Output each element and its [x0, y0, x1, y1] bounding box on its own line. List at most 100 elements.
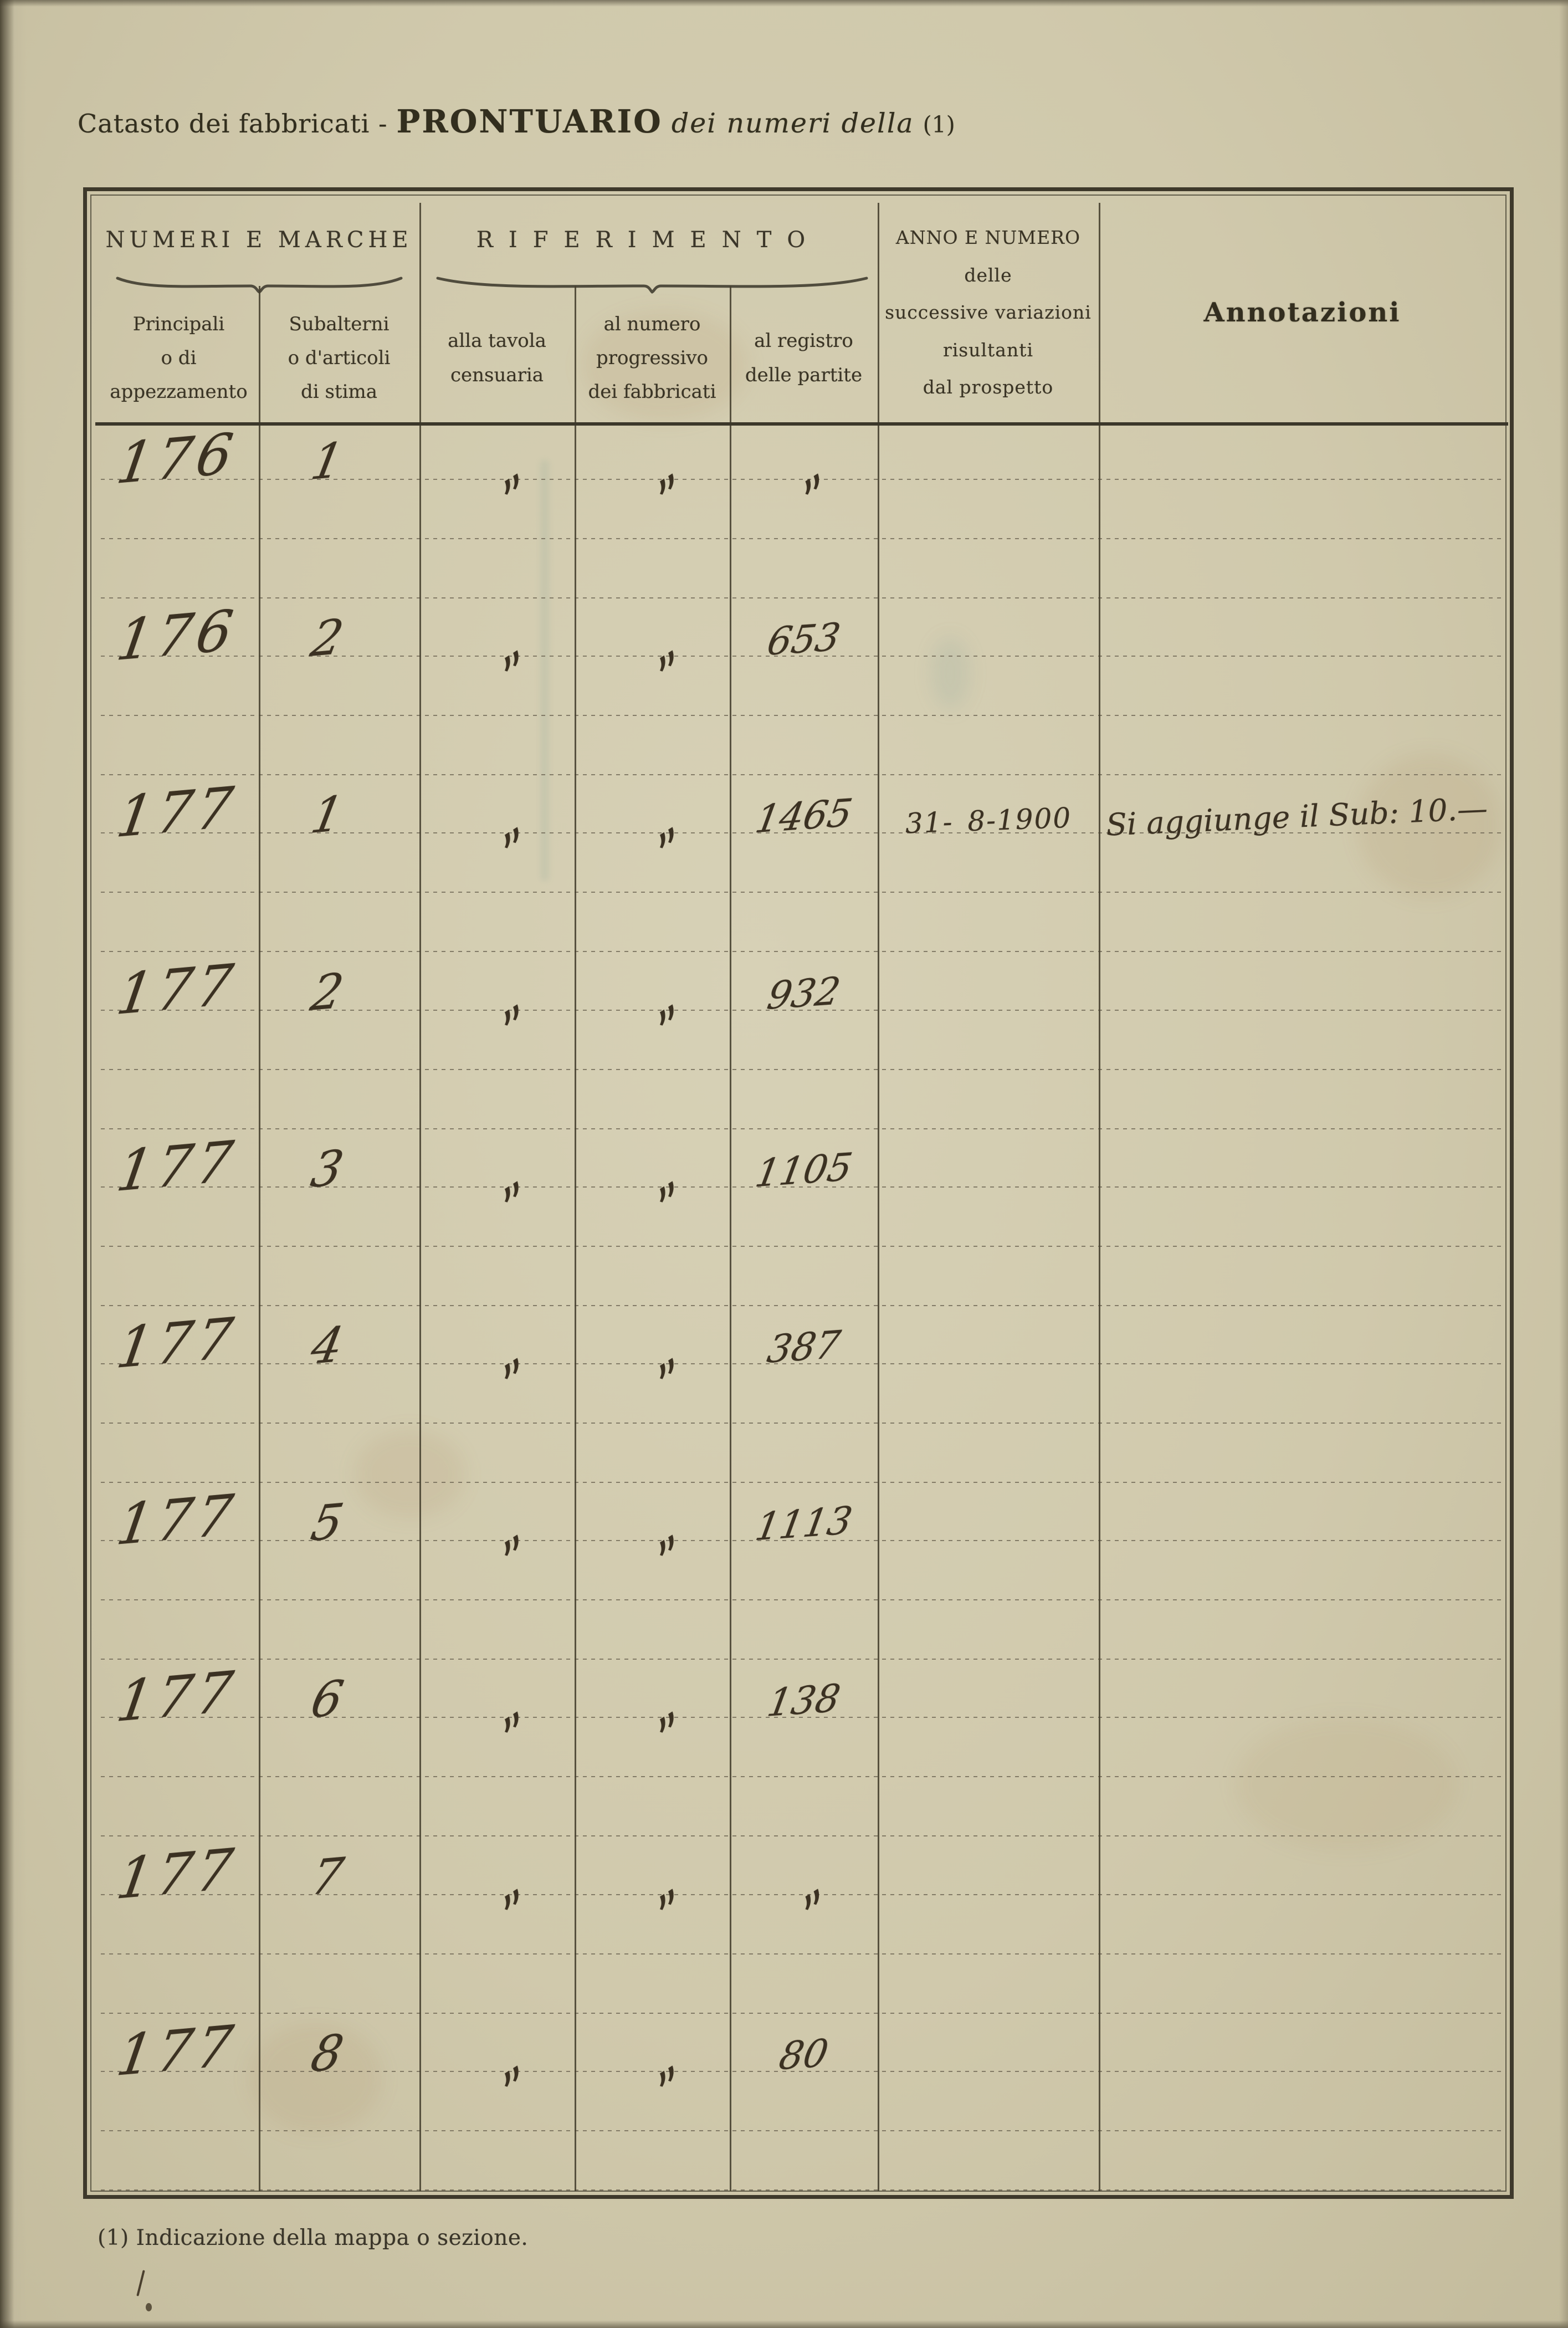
cell-tavola: „ — [476, 436, 530, 501]
column-header-progressivo: al numero progressivo dei fabbricati — [588, 313, 716, 403]
ruled-line — [101, 1128, 1503, 1129]
cell-registro: 1113 — [752, 1498, 855, 1550]
column-header-annotazioni: Annotazioni — [1203, 297, 1401, 328]
ruled-line — [101, 1186, 1503, 1188]
page-edge-right — [1559, 0, 1568, 2328]
cell-registro: 80 — [776, 2031, 832, 2079]
table-row: 177 4 „ „ 387 — [99, 1304, 1506, 1483]
cell-tavola: „ — [476, 2028, 530, 2093]
cell-tavola: „ — [476, 613, 530, 678]
ruled-line — [101, 1009, 1503, 1011]
table-frame: NUMERI E MARCHE RIFERIMENTO Principali o… — [83, 187, 1514, 2199]
cell-tavola: „ — [476, 1497, 530, 1562]
ruled-line — [101, 1540, 1503, 1542]
cell-principale: 177 — [112, 1658, 242, 1735]
cell-progressivo: „ — [631, 1144, 685, 1209]
ruled-line — [101, 1363, 1503, 1364]
column-divider — [259, 422, 260, 2191]
cell-tavola: „ — [476, 1144, 530, 1209]
title-footnote-ref: (1) — [923, 111, 955, 138]
group-header-riferimento: RIFERIMENTO — [476, 227, 821, 253]
cell-subalterno: 4 — [306, 1316, 348, 1376]
table-row: 177 1 „ „ 1465 31- 8-1900 Si aggiunge il… — [99, 774, 1506, 953]
column-divider — [730, 422, 731, 2191]
column-header-anno-e-numero: ANNO E NUMERO delle successive variazion… — [885, 226, 1092, 398]
ruled-line — [101, 479, 1503, 480]
cell-progressivo: „ — [631, 1497, 685, 1562]
ruled-line — [101, 951, 1503, 953]
column-divider — [259, 286, 260, 422]
title-main: PRONTUARIO — [396, 103, 663, 140]
table-row: 177 7 „ „ „ — [99, 1835, 1506, 2014]
ruled-line — [101, 1599, 1503, 1601]
column-header-tavola: alla tavola censuaria — [448, 330, 546, 386]
cell-principale: 177 — [112, 774, 242, 851]
cell-subalterno: 1 — [306, 432, 348, 492]
cell-tavola: „ — [476, 1674, 530, 1739]
cell-progressivo: „ — [631, 1321, 685, 1385]
cell-progressivo: „ — [631, 613, 685, 678]
cell-principale: 176 — [112, 597, 242, 674]
ruled-line — [101, 2189, 1503, 2191]
title-qualifier: dei numeri della — [671, 108, 914, 139]
cell-registro: 1465 — [752, 791, 855, 843]
page-edge-left — [0, 0, 27, 2328]
column-divider — [878, 422, 879, 2191]
register-table: NUMERI E MARCHE RIFERIMENTO Principali o… — [95, 203, 1508, 2191]
cell-principale: 177 — [112, 1481, 242, 1558]
table-row: 177 5 „ „ 1113 — [99, 1481, 1506, 1660]
ruled-line — [101, 715, 1503, 717]
cell-subalterno: 3 — [306, 1139, 348, 1199]
ruled-line — [101, 1482, 1503, 1483]
cell-registro: 653 — [763, 615, 844, 665]
cell-subalterno: 5 — [306, 1493, 348, 1553]
ruled-line — [101, 1304, 1503, 1306]
ruled-line — [101, 1953, 1503, 1955]
ruled-line — [101, 597, 1503, 598]
footnote: (1) Indicazione della mappa o sezione. — [98, 2225, 529, 2250]
cell-tavola: „ — [476, 967, 530, 1032]
column-divider — [878, 203, 879, 422]
cell-progressivo: „ — [631, 790, 685, 855]
column-divider — [419, 203, 421, 422]
column-divider — [575, 286, 576, 422]
ruled-line — [101, 656, 1503, 657]
cell-principale: 177 — [112, 1304, 242, 1382]
cell-progressivo: „ — [631, 967, 685, 1032]
ruled-line — [101, 1659, 1503, 1660]
cell-principale: 177 — [112, 951, 242, 1027]
cell-subalterno: 2 — [306, 608, 348, 668]
ink-smudge — [136, 2270, 145, 2296]
ruled-line — [101, 1717, 1503, 1718]
cell-principale: 176 — [112, 420, 242, 497]
column-divider — [730, 286, 731, 422]
column-divider — [419, 422, 421, 2191]
cell-subalterno: 6 — [306, 1670, 348, 1730]
table-row: 177 8 „ „ 80 — [99, 2012, 1506, 2191]
table-body: 176 1 „ „ „ 176 2 „ „ 653 177 1 „ „ 1465… — [99, 203, 1506, 2191]
cell-registro: 1105 — [752, 1145, 855, 1196]
cell-principale: 177 — [112, 2012, 242, 2089]
cell-subalterno: 1 — [306, 785, 348, 845]
ink-smudge — [146, 2303, 152, 2311]
cell-registro: 932 — [763, 969, 844, 1019]
cell-registro: 387 — [763, 1322, 844, 1373]
column-header-subalterni: Subalterni o d'articoli di stima — [288, 313, 391, 403]
table-row: 177 6 „ „ 138 — [99, 1658, 1506, 1837]
page-edge-bottom — [0, 2320, 1568, 2328]
cell-progressivo: „ — [631, 436, 685, 501]
header-rule — [95, 422, 1508, 426]
ruled-line — [101, 832, 1503, 834]
column-header-principali: Principali o di appezzamento — [110, 313, 248, 403]
table-row: 176 2 „ „ 653 — [99, 597, 1506, 776]
cell-subalterno: 8 — [306, 2024, 348, 2084]
ruled-line — [101, 1835, 1503, 1837]
ruled-line — [101, 538, 1503, 539]
ruled-line — [101, 1423, 1503, 1424]
cell-progressivo: „ — [631, 1851, 685, 1916]
column-divider — [1099, 203, 1100, 422]
ruled-line — [101, 1776, 1503, 1778]
cell-principale: 177 — [112, 1128, 242, 1205]
cell-subalterno: 2 — [306, 963, 348, 1022]
